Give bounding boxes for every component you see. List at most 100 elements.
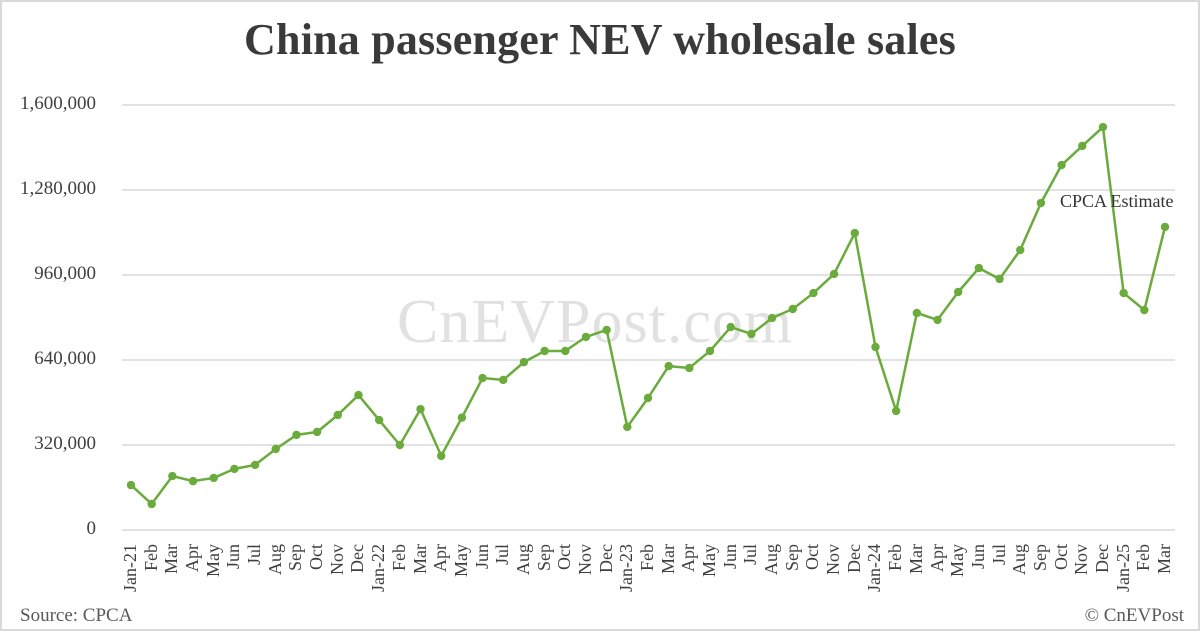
source-label: Source: CPCA <box>20 605 133 626</box>
data-point <box>478 373 487 383</box>
x-tick-label: Apr <box>430 544 451 572</box>
x-tick-label: Feb <box>388 544 409 571</box>
data-point <box>891 406 901 416</box>
x-tick-label: Mar <box>905 544 926 574</box>
data-point <box>209 473 218 483</box>
x-tick-label: May <box>202 544 223 577</box>
data-point <box>292 430 301 440</box>
data-point <box>954 287 963 297</box>
data-point <box>519 357 529 367</box>
x-tick-label: May <box>699 544 720 577</box>
data-point <box>333 410 342 420</box>
x-tick-label: Dec <box>843 544 864 573</box>
x-tick-label: Jul <box>988 544 1009 566</box>
data-point <box>437 451 446 461</box>
y-tick-label: 320,000 <box>34 433 96 454</box>
x-tick-label: Jun <box>967 544 988 570</box>
x-tick-label: Nov <box>326 544 347 575</box>
x-tick-label: Oct <box>306 544 327 570</box>
x-tick-label: Mar <box>657 544 678 574</box>
data-point <box>540 346 549 356</box>
data-point <box>933 315 942 325</box>
data-point <box>912 308 922 318</box>
x-tick-label: Feb <box>140 544 161 571</box>
x-tick-label: Aug <box>761 544 782 575</box>
data-point <box>457 413 467 422</box>
data-point <box>1036 198 1046 208</box>
x-tick-label: Jan-22 <box>368 544 389 592</box>
data-point <box>726 322 735 332</box>
data-point <box>705 346 715 356</box>
data-point <box>602 325 611 335</box>
x-tick-label: Aug <box>264 544 285 575</box>
data-point <box>1119 288 1128 298</box>
data-point <box>809 288 818 298</box>
y-tick-label: 1,280,000 <box>20 178 96 199</box>
data-point <box>271 444 280 454</box>
data-point <box>230 464 239 474</box>
x-tick-label: Mar <box>409 544 430 574</box>
data-point <box>312 427 322 437</box>
y-tick-label: 960,000 <box>34 263 96 284</box>
data-point <box>995 274 1004 284</box>
x-tick-label: Sep <box>1029 544 1050 571</box>
x-tick-label: Jul <box>740 544 761 566</box>
data-point <box>561 346 570 356</box>
data-point <box>1016 245 1025 255</box>
x-tick-label: Mar <box>161 544 182 574</box>
y-tick-label: 0 <box>86 518 97 539</box>
data-point <box>374 415 384 425</box>
data-point <box>395 440 405 450</box>
data-point <box>354 390 363 400</box>
data-point <box>747 329 756 339</box>
data-point <box>188 476 198 486</box>
data-point <box>974 263 984 273</box>
data-point <box>499 375 508 385</box>
x-tick-label: Jun <box>471 544 492 570</box>
x-tick-label: Oct <box>554 544 575 570</box>
data-point <box>829 269 839 279</box>
x-tick-label: Sep <box>781 544 802 571</box>
data-point <box>623 422 632 432</box>
y-tick-label: 1,600,000 <box>20 93 96 114</box>
data-point <box>147 499 156 509</box>
x-tick-label: Oct <box>802 544 823 570</box>
data-point <box>1160 222 1170 232</box>
x-tick-label: May <box>450 544 471 577</box>
chart-title: China passenger NEV wholesale sales <box>244 15 956 64</box>
x-tick-label: Feb <box>885 544 906 571</box>
data-point <box>1078 141 1087 151</box>
data-point <box>643 393 653 403</box>
x-tick-label: Dec <box>347 544 368 573</box>
x-tick-label: Aug <box>512 544 533 575</box>
x-tick-label: Feb <box>637 544 657 571</box>
x-tick-label: Jun <box>719 544 740 570</box>
data-point <box>664 361 673 371</box>
data-point <box>850 228 859 238</box>
cpca-estimate-annotation: CPCA Estimate <box>1060 191 1174 211</box>
data-point <box>767 313 777 323</box>
data-point <box>788 304 797 314</box>
x-tick-label: May <box>947 544 968 577</box>
y-tick-label: 640,000 <box>34 348 96 369</box>
data-point <box>250 460 260 470</box>
x-tick-label: Jun <box>223 544 244 570</box>
x-tick-label: Oct <box>1050 544 1071 570</box>
copyright-label: © CnEVPost <box>1084 605 1184 626</box>
data-point <box>1140 305 1149 315</box>
x-tick-label: Nov <box>574 544 595 575</box>
x-tick-label: Jan-24 <box>864 544 885 592</box>
x-tick-label: Jan-23 <box>616 544 637 592</box>
x-tick-label: Apr <box>926 544 947 572</box>
data-point <box>1098 122 1108 132</box>
x-tick-label: Dec <box>595 544 616 573</box>
data-point <box>1057 160 1066 170</box>
data-point <box>581 332 591 342</box>
data-point <box>126 480 136 490</box>
x-tick-label: Apr <box>678 544 699 572</box>
watermark: CnEVPost.com <box>397 288 794 356</box>
x-tick-label: Aug <box>1009 544 1030 575</box>
data-line <box>130 125 1167 506</box>
